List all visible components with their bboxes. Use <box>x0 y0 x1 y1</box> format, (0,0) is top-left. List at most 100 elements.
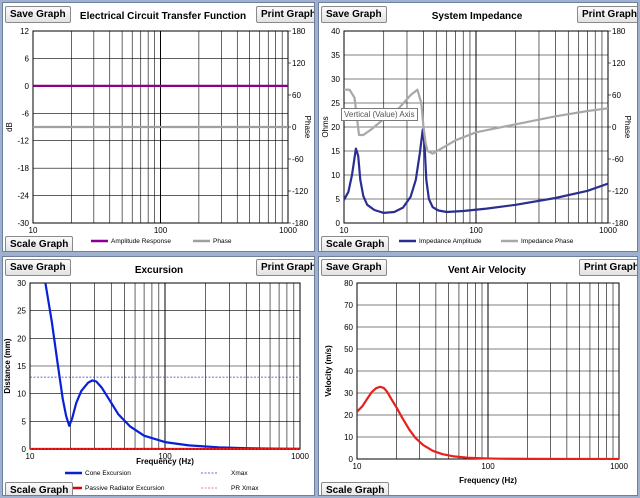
x-axis-label: Frequency (Hz) <box>136 457 194 466</box>
y-tick-label: 20 <box>331 123 340 132</box>
chart-title: Excursion <box>135 265 183 276</box>
x-tick-label: 1000 <box>279 226 297 235</box>
y-axis-label: Velocity (m/s) <box>324 345 333 397</box>
y-tick-label: 40 <box>331 27 340 36</box>
y2-axis-label: Phase <box>623 116 632 139</box>
y2-tick-label: 180 <box>292 27 306 36</box>
y-tick-label: 5 <box>336 195 341 204</box>
y2-axis-label: Phase <box>303 116 312 139</box>
y-tick-label: 60 <box>344 323 353 332</box>
print-graph-button[interactable]: Print Graph <box>256 259 314 276</box>
series-line <box>357 385 619 460</box>
legend-label: Cone Excursion <box>85 470 131 477</box>
print-graph-button[interactable]: Print Graph <box>577 6 637 23</box>
y-tick-label: 30 <box>331 75 340 84</box>
transfer-function-chart: 1260-6-12-18-24-30180120600-60-120-18010… <box>5 11 312 245</box>
y-tick-label: 30 <box>344 389 353 398</box>
chart-title: System Impedance <box>432 11 523 22</box>
series-line <box>344 128 608 214</box>
y2-tick-label: 60 <box>292 91 301 100</box>
series-line <box>44 282 300 450</box>
x-tick-label: 10 <box>26 452 35 461</box>
chart-title: Vent Air Velocity <box>448 265 526 276</box>
x-tick-label: 1000 <box>599 226 617 235</box>
x-tick-label: 100 <box>469 226 483 235</box>
legend-label: Impedance Phase <box>521 238 574 245</box>
y-tick-label: 6 <box>25 54 30 63</box>
panel-excursion: 30 25 20 15 10 5 0 10 100 1000 Excursion Distance (… <box>2 256 315 496</box>
y2-tick-label: -180 <box>292 219 309 228</box>
y-tick-label: -18 <box>17 164 29 173</box>
x-axis-label: Frequency (Hz) <box>459 476 517 485</box>
y-tick-label: 20 <box>17 334 26 343</box>
y-tick-label: 10 <box>344 433 353 442</box>
x-tick-label: 10 <box>29 226 38 235</box>
scale-graph-button[interactable]: Scale Graph <box>5 236 74 251</box>
y-tick-label: 15 <box>331 147 340 156</box>
panel-transfer-function: 12 6 0 -6 -12 -18 -24 -30 180 120 60 0 -60 -120 -180 10… <box>2 2 315 252</box>
save-graph-button[interactable]: Save Graph <box>5 6 71 23</box>
save-graph-button[interactable]: Save Graph <box>5 259 71 276</box>
y-axis-label: Ohms <box>321 116 330 137</box>
y2-tick-label: -180 <box>612 219 629 228</box>
y-tick-label: 10 <box>331 171 340 180</box>
axis-tooltip: Vertical (Value) Axis <box>341 108 418 121</box>
y-tick-label: 15 <box>17 362 26 371</box>
y2-tick-label: 0 <box>612 123 617 132</box>
y2-tick-label: 180 <box>612 27 626 36</box>
legend-label: Amplitude Response <box>111 238 171 245</box>
scale-graph-button[interactable]: Scale Graph <box>5 482 74 495</box>
legend-label: Impedance Amplitude <box>419 238 482 245</box>
y-tick-label: 25 <box>17 307 26 316</box>
y2-tick-label: 60 <box>612 91 621 100</box>
scale-graph-button[interactable]: Scale Graph <box>321 236 390 251</box>
scale-graph-button[interactable]: Scale Graph <box>321 482 390 495</box>
x-tick-label: 100 <box>158 452 172 461</box>
x-tick-label: 10 <box>353 462 362 471</box>
y-axis-label: Distance (mm) <box>3 338 12 393</box>
y-tick-label: 5 <box>22 417 27 426</box>
legend-label: Xmax <box>231 470 248 477</box>
y-tick-label: -30 <box>17 219 29 228</box>
y-tick-label: 12 <box>20 27 29 36</box>
y-tick-label: 40 <box>344 367 353 376</box>
plot-frame <box>343 30 609 224</box>
print-graph-button[interactable]: Print Graph <box>256 6 314 23</box>
y-tick-label: 80 <box>344 279 353 288</box>
y-tick-label: 50 <box>344 345 353 354</box>
system-impedance-chart: 40 35 30 25 20 15 10 5 0 180 120 60 0 -60 -120 -180 10 10… <box>321 11 632 245</box>
y2-tick-label: 120 <box>292 59 306 68</box>
panel-system-impedance: 40 35 30 25 20 15 10 5 0 180 120 60 0 -60 -120 -180 10 10… <box>318 2 638 252</box>
y-tick-label: -24 <box>17 192 29 201</box>
save-graph-button[interactable]: Save Graph <box>321 259 387 276</box>
y-axis-label: dB <box>5 122 14 132</box>
y-tick-label: 20 <box>344 411 353 420</box>
y-tick-label: 0 <box>349 455 354 464</box>
save-graph-button[interactable]: Save Graph <box>321 6 387 23</box>
y-tick-label: 35 <box>331 51 340 60</box>
y-tick-label: 10 <box>17 390 26 399</box>
y2-tick-label: -60 <box>612 155 624 164</box>
series-line <box>344 88 608 155</box>
x-tick-label: 10 <box>340 226 349 235</box>
y2-tick-label: -120 <box>292 187 309 196</box>
print-graph-button[interactable]: Print Graph <box>579 259 637 276</box>
y2-tick-label: 0 <box>292 123 297 132</box>
x-tick-label: 100 <box>481 462 495 471</box>
y2-tick-label: -60 <box>292 155 304 164</box>
y-tick-label: 30 <box>17 279 26 288</box>
legend-label: PR Xmax <box>231 485 259 492</box>
y-tick-label: 0 <box>25 82 30 91</box>
legend-label: Phase <box>213 238 232 245</box>
y2-tick-label: 120 <box>612 59 626 68</box>
y-tick-label: -12 <box>17 137 29 146</box>
y-tick-label: 25 <box>331 99 340 108</box>
y-tick-label: 0 <box>22 445 27 454</box>
y2-tick-label: -120 <box>612 187 629 196</box>
panel-vent-air-velocity: 80 70 60 50 40 30 20 10 0 10 100 1000 Vent Air Veloc… <box>318 256 638 496</box>
y-tick-label: 0 <box>336 219 341 228</box>
y-tick-label: -6 <box>22 109 30 118</box>
x-tick-label: 1000 <box>610 462 628 471</box>
